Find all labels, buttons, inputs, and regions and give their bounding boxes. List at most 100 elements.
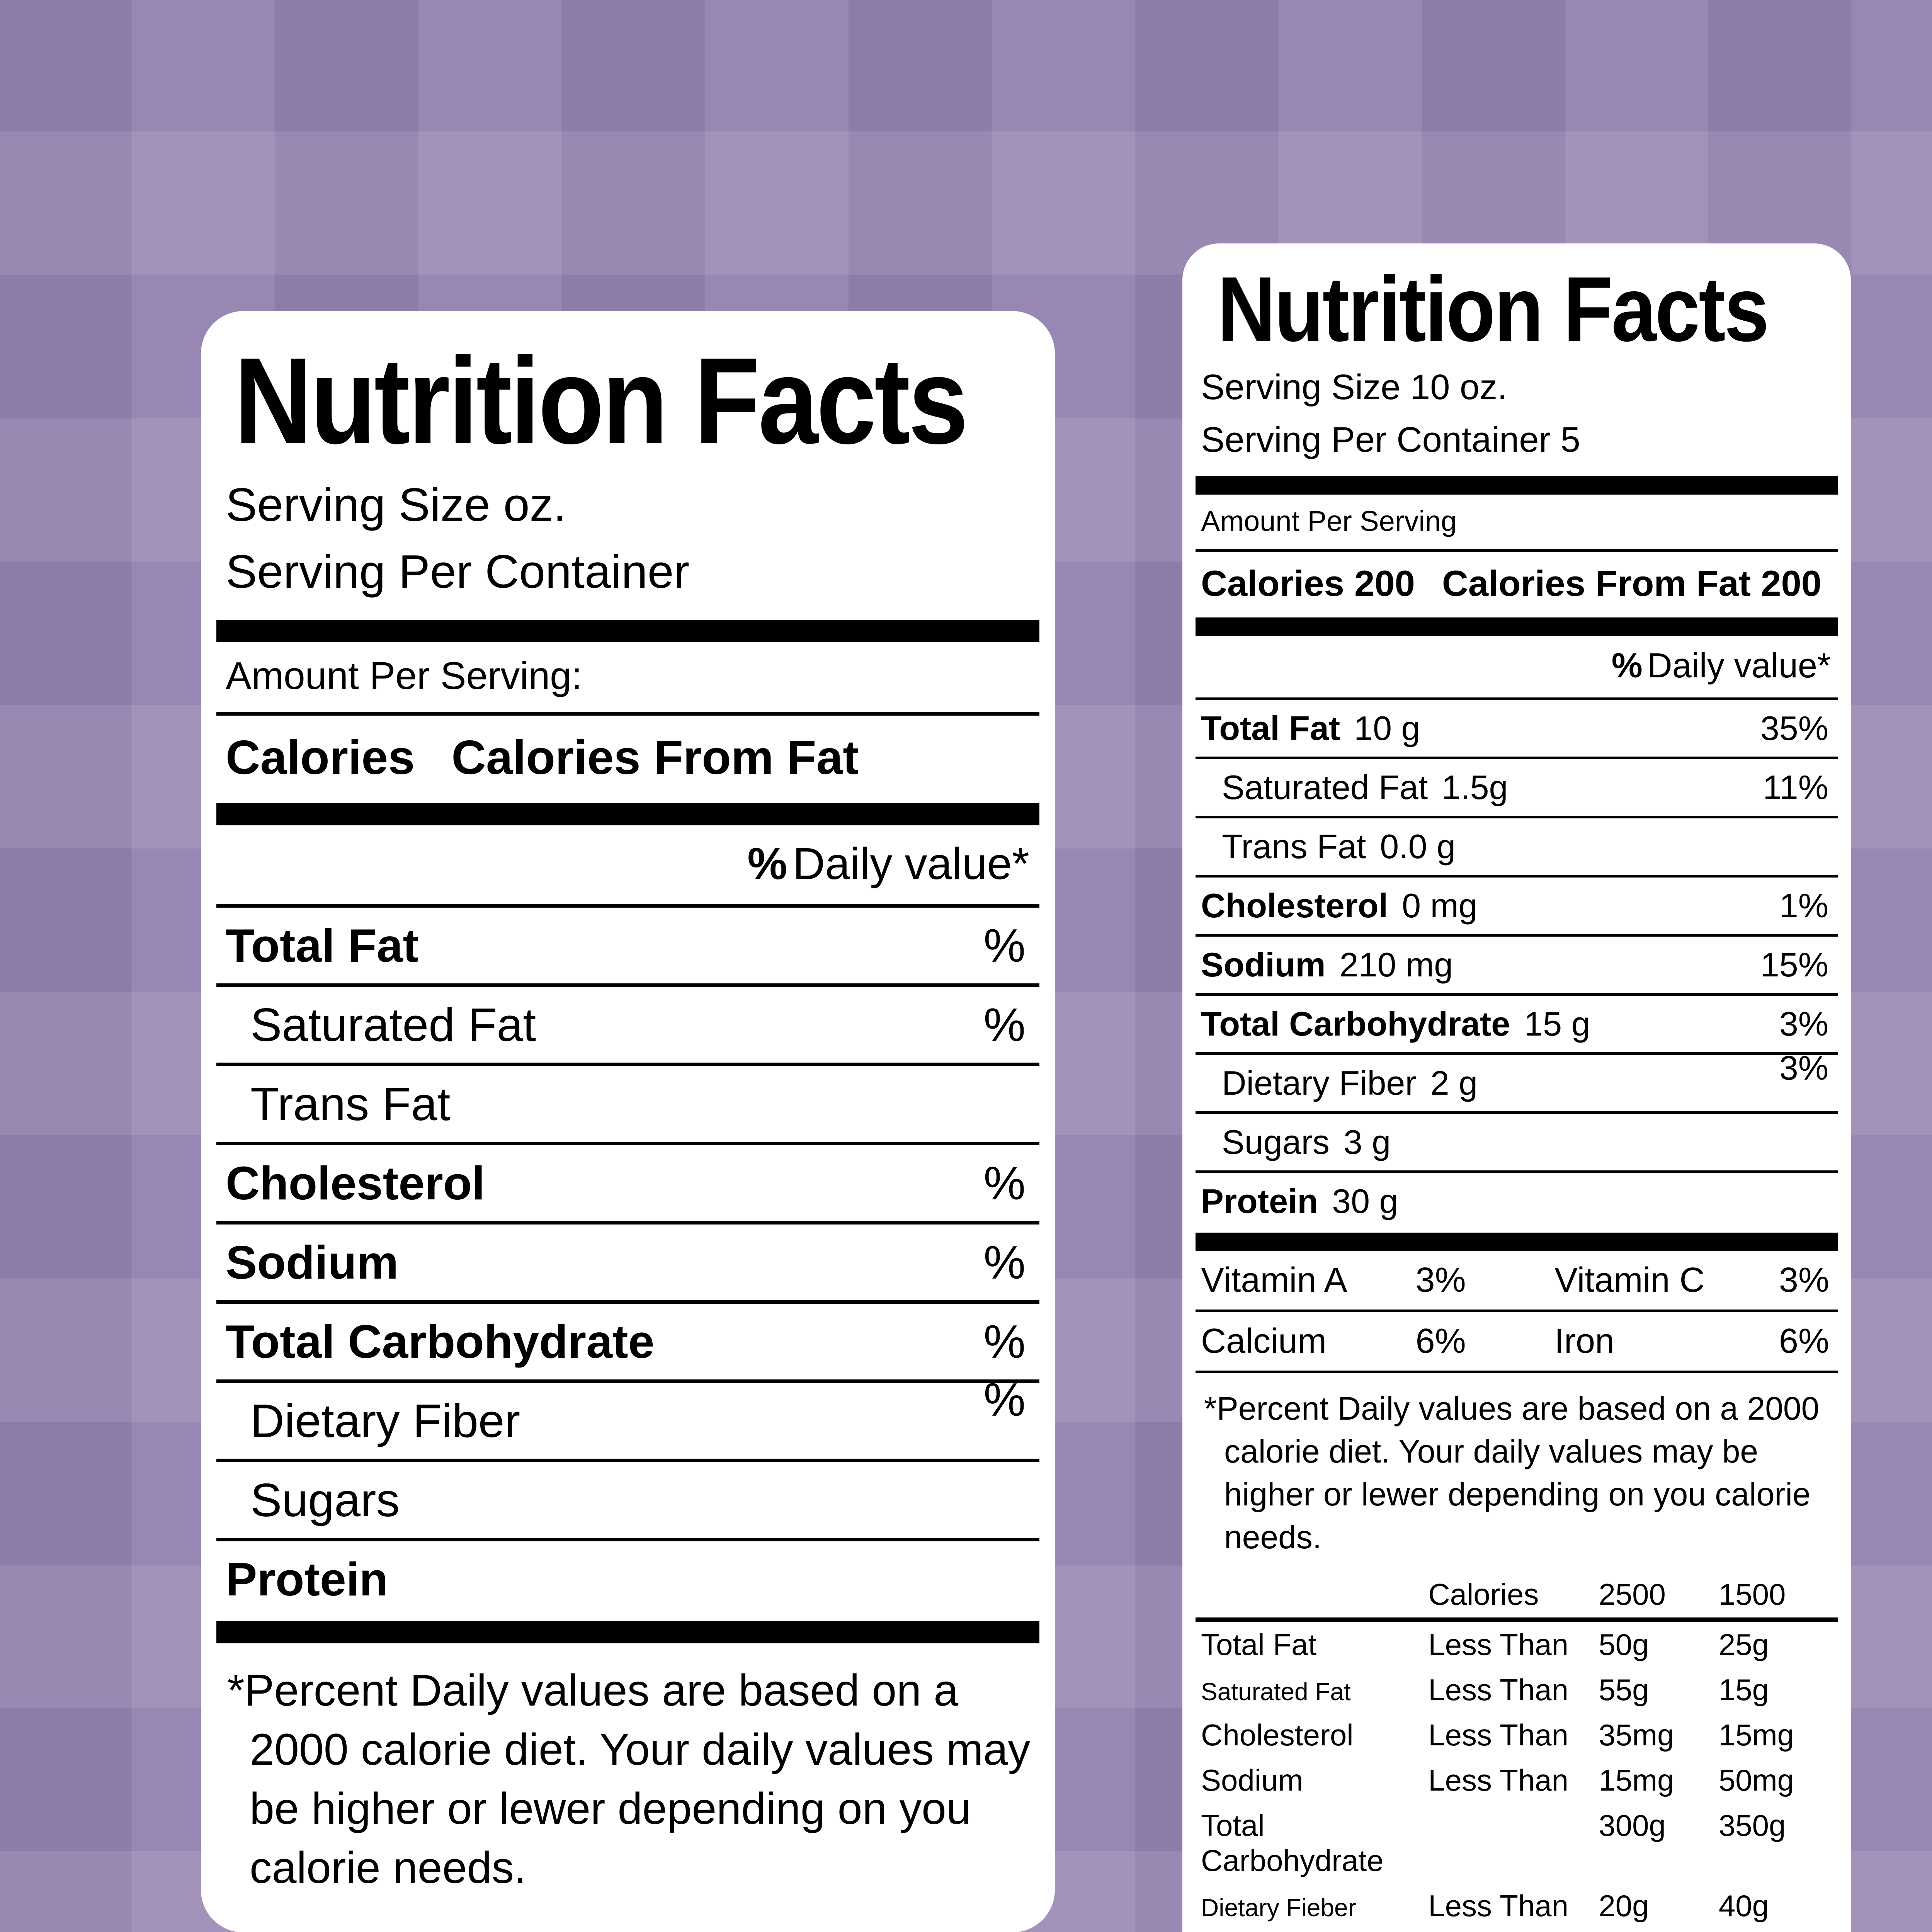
daily-value-label: Daily value*	[793, 838, 1029, 889]
nutrient-row-total-fat: Total Fat %	[216, 908, 1039, 983]
calories-from-fat-label: Calories From Fat	[451, 731, 859, 785]
nutrient-name: Protein	[226, 1553, 388, 1606]
divider-thin	[1196, 993, 1838, 996]
percent-sign: %	[1611, 646, 1643, 685]
divider-thin	[216, 1538, 1039, 1542]
calories-row: Calories 200 Calories From Fat 200	[1196, 552, 1838, 617]
nutrient-row-trans-fat: Trans Fat	[216, 1066, 1039, 1142]
nutrient-daily-pct: 35%	[1760, 709, 1828, 748]
nutrient-name: Protein	[1201, 1182, 1318, 1221]
nutrient-daily-pct: %	[983, 1373, 1026, 1426]
nutrient-amount: 30 g	[1332, 1182, 1398, 1221]
table-nutrient: Dietary Fieber	[1201, 1893, 1356, 1922]
serving-per-container: Serving Per Container	[226, 545, 690, 598]
table-condition: Less Than	[1428, 1718, 1569, 1752]
divider-thick	[1196, 1233, 1838, 1252]
divider-thin	[216, 1063, 1039, 1066]
nutrient-name: Cholesterol	[1201, 886, 1388, 925]
divider-thick	[1196, 476, 1838, 495]
table-row-total-fat: Total Fat Less Than 50g 25g	[1196, 1622, 1838, 1667]
vitamin-row-calcium-iron: Calcium 6% Iron 6%	[1196, 1312, 1838, 1371]
nutrient-daily-pct: %	[983, 1315, 1026, 1368]
amount-per-serving: Amount Per Serving	[1201, 505, 1457, 537]
footnote: *Percent Daily values are based on a 200…	[227, 1666, 1031, 1893]
nutrient-daily-pct: 3%	[1779, 1005, 1828, 1043]
table-value-2500: 50g	[1599, 1627, 1649, 1662]
divider-thick	[216, 1621, 1039, 1644]
table-condition: Less Than	[1428, 1763, 1569, 1797]
table-value-2500: 55g	[1599, 1672, 1649, 1707]
table-nutrient: Saturated Fat	[1201, 1677, 1351, 1706]
nutrient-row-sodium: Sodium %	[216, 1225, 1039, 1300]
divider-thin	[216, 1221, 1039, 1225]
nutrient-row-total-carbohydrate: Total Carbohydrate 15 g 3%	[1196, 996, 1838, 1052]
table-header-calories: Calories	[1428, 1577, 1539, 1611]
table-row-saturated-fat: Saturated Fat Less Than 55g 15g	[1196, 1667, 1838, 1713]
nutrition-label-filled: Nutrition Facts Serving Size 10 oz. Serv…	[1182, 243, 1851, 1932]
nutrient-row-protein: Protein 30 g	[1196, 1173, 1838, 1230]
serving-per-container: Serving Per Container 5	[1201, 420, 1580, 460]
table-value-1500: 50mg	[1718, 1763, 1794, 1797]
nutrient-name: Sodium	[226, 1236, 399, 1289]
divider-thick	[216, 803, 1039, 826]
nutrient-name: Cholesterol	[226, 1157, 485, 1210]
nutrient-row-total-fat: Total Fat 10 g 35%	[1196, 700, 1838, 757]
daily-value-reference-table: Calories 2500 1500 Total Fat Less Than 5…	[1196, 1572, 1838, 1929]
nutrient-name: Saturated Fat	[250, 998, 536, 1051]
nutrient-amount: 0 mg	[1402, 886, 1478, 925]
calories-from-fat-value: Calories From Fat 200	[1442, 563, 1822, 604]
divider-thin	[1196, 875, 1838, 878]
calcium-pct: 6%	[1415, 1322, 1466, 1361]
divider-thin	[1196, 1111, 1838, 1114]
table-nutrient: Total Carbohydrate	[1201, 1808, 1384, 1878]
table-value-2500: 20g	[1599, 1888, 1649, 1923]
nutrient-amount: 15 g	[1524, 1005, 1590, 1043]
table-nutrient: Sodium	[1201, 1763, 1303, 1797]
nutrient-daily-pct: 15%	[1760, 946, 1828, 984]
label-title: Nutrition Facts	[1217, 258, 1769, 361]
nutrient-row-sugars: Sugars	[216, 1462, 1039, 1538]
table-row-cholesterol: Cholesterol Less Than 35mg 15mg	[1196, 1713, 1838, 1758]
calories-value: Calories 200	[1201, 563, 1415, 604]
divider-thin	[1196, 1052, 1838, 1055]
vitamin-c-pct: 3%	[1779, 1261, 1829, 1300]
nutrient-name: Total Fat	[1201, 709, 1340, 748]
divider-thin	[1196, 1310, 1838, 1313]
nutrient-name: Trans Fat	[250, 1078, 451, 1131]
divider-thin	[1196, 816, 1838, 819]
table-row-dietary-fiber: Dietary Fieber Less Than 20g 40g	[1196, 1883, 1838, 1929]
daily-value-header: % Daily value*	[216, 825, 1039, 904]
divider-thin	[216, 1459, 1039, 1463]
nutrient-daily-pct: 11%	[1763, 768, 1828, 807]
table-header-2500: 2500	[1599, 1577, 1666, 1611]
calcium-label: Calcium	[1201, 1322, 1327, 1361]
divider-thick	[216, 620, 1039, 643]
table-header-1500: 1500	[1718, 1577, 1786, 1611]
table-nutrient: Total Fat	[1201, 1627, 1317, 1662]
table-value-2500: 15mg	[1599, 1763, 1674, 1797]
serving-info: Serving Size oz. Serving Per Container	[216, 465, 1039, 605]
vitamin-c-label: Vitamin C	[1554, 1261, 1705, 1300]
table-value-1500: 350g	[1718, 1808, 1786, 1842]
nutrient-row-cholesterol: Cholesterol 0 mg 1%	[1196, 878, 1838, 934]
iron-label: Iron	[1554, 1322, 1615, 1361]
nutrient-amount: 3 g	[1343, 1123, 1391, 1162]
vitamin-row-a-c: Vitamin A 3% Vitamin C 3%	[1196, 1251, 1838, 1310]
nutrient-name: Trans Fat	[1222, 827, 1366, 866]
table-value-1500: 40g	[1718, 1888, 1769, 1923]
nutrient-name: Total Carbohydrate	[1201, 1005, 1510, 1043]
divider-thin	[216, 712, 1039, 716]
percent-sign: %	[747, 838, 787, 889]
nutrition-label-blank: Nutrition Facts Serving Size oz. Serving…	[201, 311, 1055, 1932]
table-condition: Less Than	[1428, 1672, 1569, 1707]
nutrient-amount: 0.0 g	[1380, 827, 1456, 866]
vitamin-a-pct: 3%	[1415, 1261, 1466, 1300]
calories-label: Calories	[226, 731, 415, 785]
calories-row: Calories Calories From Fat	[216, 716, 1039, 803]
nutrient-name: Dietary Fiber	[1222, 1064, 1417, 1102]
divider-thin	[1196, 757, 1838, 760]
table-row-total-carbohydrate: Total Carbohydrate 300g 350g	[1196, 1803, 1838, 1883]
divider-thin	[1196, 1170, 1838, 1173]
serving-size: Serving Size oz.	[226, 478, 566, 531]
